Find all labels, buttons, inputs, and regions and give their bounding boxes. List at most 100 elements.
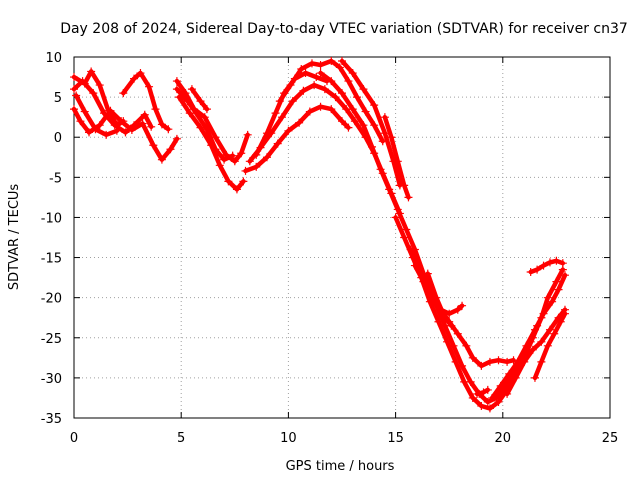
data-point [494, 397, 503, 406]
y-axis-label: SDTVAR / TECUs [7, 184, 22, 291]
x-tick-label: 5 [177, 431, 185, 446]
data-point [473, 389, 482, 398]
y-tick-label: -5 [49, 171, 62, 186]
data-point [224, 177, 233, 186]
data-point [468, 393, 477, 402]
data-point [423, 269, 432, 278]
data-point [136, 69, 145, 78]
data-point [453, 305, 462, 314]
data-point [400, 181, 409, 190]
data-point [483, 385, 492, 394]
data-point [468, 353, 477, 362]
data-point [121, 128, 130, 137]
data-point [376, 165, 385, 174]
series-group [70, 57, 569, 413]
data-point [140, 110, 149, 119]
y-tick-label: -25 [41, 332, 62, 347]
data-point [172, 85, 181, 94]
data-point [215, 161, 224, 170]
data-point [393, 157, 402, 166]
data-point [483, 397, 492, 406]
data-point [449, 341, 458, 350]
data-point [196, 97, 205, 106]
data-point [353, 93, 362, 102]
data-point [147, 122, 156, 131]
data-point [503, 357, 512, 366]
data-point [301, 69, 310, 78]
data-point [432, 293, 441, 302]
series-track-13 [275, 57, 387, 146]
data-point [119, 117, 128, 126]
data-point [380, 129, 389, 138]
data-point [545, 325, 554, 334]
data-point [237, 149, 246, 158]
series-track-16 [380, 113, 413, 202]
series-line [176, 94, 246, 192]
data-point [230, 157, 239, 166]
series-track-7 [175, 93, 248, 194]
data-point [466, 377, 475, 386]
data-point [440, 313, 449, 322]
data-point [447, 321, 456, 330]
data-point [453, 329, 462, 338]
data-point [85, 128, 94, 137]
data-point [344, 123, 353, 132]
series-track-23 [503, 305, 569, 398]
data-point [102, 130, 111, 139]
data-point [104, 106, 113, 115]
data-point [119, 89, 128, 98]
data-point [543, 293, 552, 302]
data-point [556, 317, 565, 326]
data-point [316, 69, 325, 78]
data-point [335, 63, 344, 72]
data-point [245, 157, 254, 166]
data-point [331, 93, 340, 102]
data-point [537, 337, 546, 346]
data-point [348, 69, 357, 78]
x-axis-ticks: 0 5 10 15 20 25 [70, 57, 618, 446]
data-point [552, 277, 561, 286]
data-point [239, 177, 248, 186]
data-point [145, 82, 154, 91]
series-track-14 [316, 69, 518, 370]
data-point [505, 369, 514, 378]
y-tick-label: -10 [41, 211, 62, 226]
data-point [243, 130, 252, 139]
series-track-21 [473, 385, 492, 398]
data-point [387, 133, 396, 142]
data-point [404, 193, 413, 202]
data-point [252, 150, 261, 159]
data-point [462, 341, 471, 350]
data-point [511, 373, 520, 382]
data-point [166, 145, 175, 154]
series-track-22 [488, 271, 569, 402]
data-point [80, 107, 89, 116]
data-point [368, 142, 377, 151]
data-point [419, 277, 428, 286]
data-point [488, 393, 497, 402]
data-point [112, 126, 121, 135]
series-track-5 [119, 69, 173, 134]
data-point [232, 185, 241, 194]
data-point [410, 261, 419, 270]
data-point [558, 259, 567, 268]
y-tick-label: -30 [41, 372, 62, 387]
y-tick-label: 5 [54, 91, 62, 106]
data-point [70, 85, 78, 94]
x-tick-label: 0 [70, 431, 78, 446]
data-point [400, 233, 409, 242]
data-point [327, 57, 336, 66]
data-point [295, 118, 304, 127]
data-point [76, 117, 85, 126]
data-point [445, 309, 454, 318]
data-point [307, 59, 316, 68]
data-point [479, 388, 488, 397]
data-point [350, 117, 359, 126]
data-point [211, 145, 220, 154]
data-point [385, 185, 394, 194]
data-point [344, 77, 353, 86]
y-tick-label: -15 [41, 252, 62, 267]
data-point [157, 155, 166, 164]
data-point [284, 126, 293, 135]
